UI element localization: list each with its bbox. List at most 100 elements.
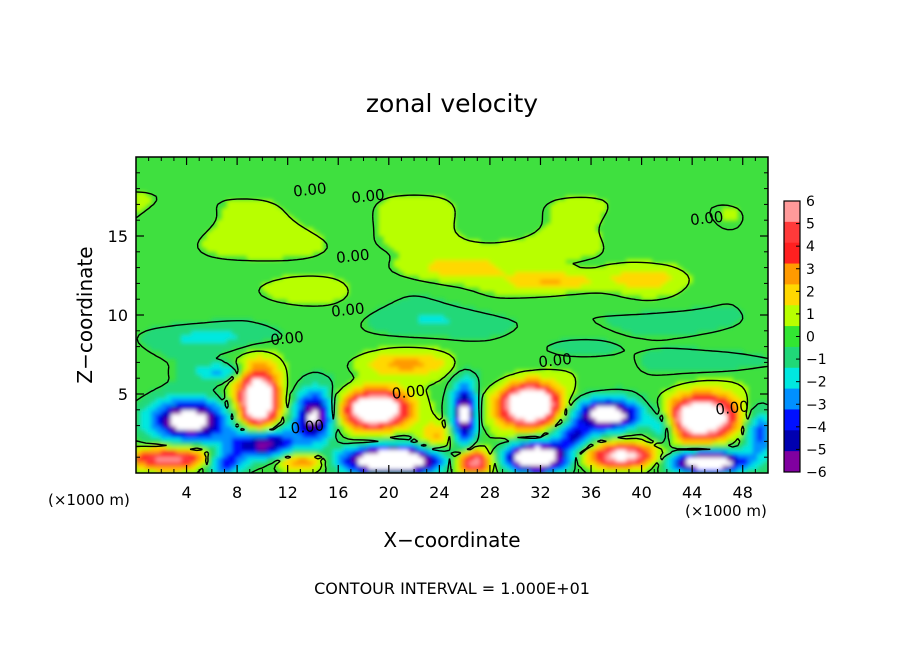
field-cell <box>585 448 592 454</box>
field-cell <box>393 429 400 434</box>
field-cell <box>727 397 734 403</box>
field-cell <box>701 417 708 423</box>
field-cell <box>691 433 698 438</box>
field-cell <box>297 409 304 415</box>
field-cell <box>545 437 551 442</box>
field-cell <box>615 417 622 423</box>
field-cell <box>160 385 167 391</box>
field-cell <box>585 456 592 462</box>
field-cell <box>570 413 577 419</box>
field-cell <box>514 397 521 403</box>
field-cell <box>641 444 648 450</box>
field-cell <box>136 452 142 458</box>
field-cell <box>727 433 734 438</box>
field-cell <box>691 464 698 470</box>
field-cell <box>631 460 637 466</box>
field-cell <box>433 421 440 426</box>
field-cell <box>469 452 476 458</box>
field-cell <box>762 429 768 434</box>
field-cell <box>711 444 718 450</box>
field-cell <box>701 397 708 403</box>
field-cell <box>585 460 592 466</box>
field-cell <box>651 413 658 419</box>
field-cell <box>444 409 450 415</box>
field-cell <box>454 429 460 434</box>
field-cell <box>570 437 577 442</box>
field-cell <box>676 417 683 423</box>
field-cell <box>449 425 455 430</box>
field-cell <box>732 444 739 450</box>
field-cell <box>550 397 557 403</box>
field-cell <box>524 421 531 426</box>
field-cell <box>489 452 496 458</box>
field-cell <box>717 444 723 450</box>
field-cell <box>590 405 597 411</box>
field-cell <box>494 429 501 434</box>
field-cell <box>570 421 577 426</box>
field-cell <box>605 421 612 426</box>
field-cell <box>181 433 187 438</box>
field-cell <box>626 441 632 446</box>
field-cell <box>145 409 152 415</box>
field-cell <box>691 409 698 415</box>
field-cell <box>383 393 390 399</box>
field-cell <box>479 456 486 462</box>
field-cell <box>307 456 314 462</box>
field-cell <box>363 452 369 458</box>
field-cell <box>302 401 309 407</box>
field-cell <box>353 448 359 454</box>
field-cell <box>762 464 768 470</box>
field-cell <box>251 456 258 462</box>
field-cell <box>671 409 678 415</box>
field-cell <box>403 409 410 415</box>
contour-label: 0.00 <box>270 328 305 349</box>
field-cell <box>545 223 551 229</box>
field-cell <box>211 425 218 430</box>
field-cell <box>196 456 203 462</box>
chart-title: zonal velocity <box>366 89 538 118</box>
field-cell <box>181 409 187 415</box>
field-cell <box>287 425 294 430</box>
field-cell <box>302 456 309 462</box>
field-cell <box>282 397 289 403</box>
field-cell <box>246 452 253 458</box>
field-cell <box>403 401 410 407</box>
field-cell <box>641 401 648 407</box>
field-cell <box>256 421 263 426</box>
field-cell <box>580 421 587 426</box>
field-cell <box>504 397 511 403</box>
field-cell <box>373 401 380 407</box>
field-cell <box>620 409 627 415</box>
x-tick-label: 28 <box>480 483 500 502</box>
field-cell <box>671 417 678 423</box>
field-cell <box>529 425 536 430</box>
field-cell <box>595 460 602 466</box>
field-cell <box>160 433 167 438</box>
field-cell <box>136 401 142 407</box>
field-cell <box>514 448 521 454</box>
field-cell <box>717 429 723 434</box>
field-cell <box>155 429 162 434</box>
field-cell <box>464 464 471 470</box>
field-cell <box>383 409 390 415</box>
field-cell <box>201 421 208 426</box>
field-cell <box>292 401 299 407</box>
field-cell <box>262 421 268 426</box>
field-cell <box>433 452 440 458</box>
field-cell <box>691 437 698 442</box>
field-cell <box>474 433 481 438</box>
field-cell <box>302 413 309 419</box>
field-cell <box>398 464 405 470</box>
field-cell <box>545 401 551 407</box>
field-cell <box>363 417 369 423</box>
field-cell <box>737 397 744 403</box>
field-cell <box>489 397 496 403</box>
field-cell <box>580 452 587 458</box>
field-cell <box>378 421 385 426</box>
field-cell <box>150 437 157 442</box>
field-cell <box>155 425 162 430</box>
field-cell <box>181 421 187 426</box>
field-cell <box>610 444 617 450</box>
field-cell <box>302 464 309 470</box>
field-cell <box>403 456 410 462</box>
